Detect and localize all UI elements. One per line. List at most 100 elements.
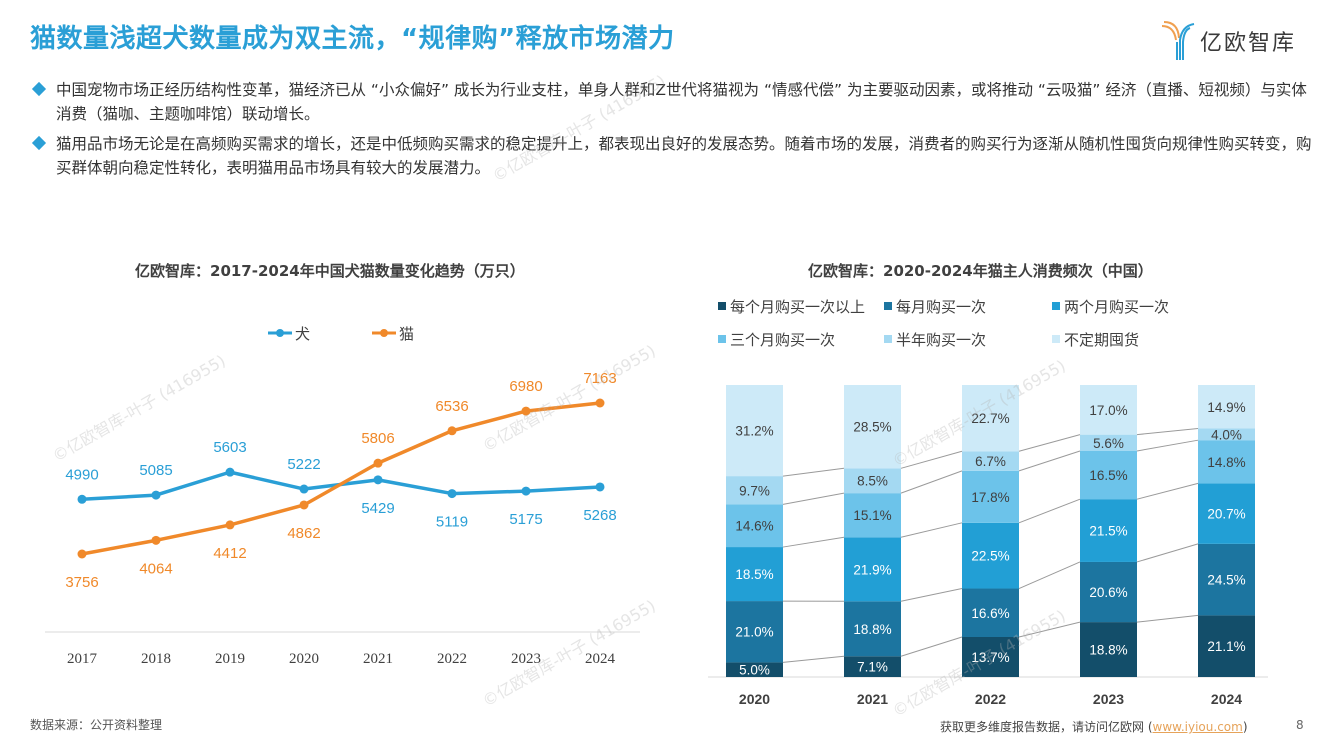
legend-label: 猫 bbox=[399, 326, 414, 343]
legend-item: 不定期囤货 bbox=[1052, 332, 1139, 349]
page-title: 猫数量浅超犬数量成为双主流，“规律购”释放市场潜力 bbox=[30, 24, 675, 54]
legend-label: 不定期囤货 bbox=[1064, 332, 1139, 349]
bar-data-label: 15.1% bbox=[853, 508, 891, 523]
bar-data-label: 8.5% bbox=[857, 474, 888, 489]
bar-data-label: 22.5% bbox=[971, 549, 1009, 564]
bar-segment bbox=[962, 385, 1019, 452]
footer-text: 获取更多维度报告数据，请访问亿欧网 ( bbox=[940, 720, 1153, 734]
dog-data-point bbox=[521, 486, 531, 496]
bar-segment bbox=[844, 385, 901, 469]
bar-segment bbox=[1198, 428, 1255, 441]
x-tick-label: 2024 bbox=[1211, 691, 1242, 707]
x-tick-label: 2017 bbox=[67, 651, 98, 667]
legend-swatch-marker bbox=[276, 329, 284, 337]
bar-data-label: 6.7% bbox=[975, 454, 1006, 469]
connector-line bbox=[1018, 450, 1081, 472]
connector-line bbox=[900, 588, 963, 602]
bar-data-label: 7.1% bbox=[857, 660, 888, 675]
chart-legend: 犬猫 bbox=[268, 326, 414, 343]
legend-item: 三个月购买一次 bbox=[718, 332, 835, 349]
connector-line bbox=[1018, 561, 1081, 589]
bar-data-label: 20.7% bbox=[1207, 507, 1245, 522]
cat-data-label: 6980 bbox=[509, 378, 542, 395]
bar-segment bbox=[1080, 622, 1137, 677]
legend-swatch bbox=[718, 335, 726, 343]
connector-line bbox=[782, 467, 845, 477]
x-tick-label: 2022 bbox=[975, 691, 1006, 707]
dog-data-label: 5119 bbox=[436, 514, 468, 531]
footer-close: ) bbox=[1242, 720, 1248, 734]
diamond-bullet-icon bbox=[31, 135, 47, 151]
x-tick-label: 2022 bbox=[437, 651, 467, 667]
x-tick-label: 2023 bbox=[1093, 691, 1124, 707]
bar-data-label: 24.5% bbox=[1207, 573, 1245, 588]
dog-data-label: 5175 bbox=[509, 511, 542, 528]
bar-data-label: 21.5% bbox=[1089, 524, 1127, 539]
legend-label: 三个月购买一次 bbox=[730, 332, 835, 349]
x-tick-label: 2023 bbox=[511, 651, 541, 667]
x-tick-label: 2020 bbox=[739, 691, 770, 707]
bar-segment bbox=[1080, 434, 1137, 451]
legend-label: 每月购买一次 bbox=[896, 299, 986, 316]
bar-segment bbox=[844, 656, 901, 677]
cat-data-point bbox=[521, 406, 531, 416]
x-tick-label: 2021 bbox=[363, 651, 393, 667]
bar-segment bbox=[844, 468, 901, 494]
x-tick-label: 2020 bbox=[289, 651, 319, 667]
x-tick-label: 2019 bbox=[215, 651, 245, 667]
data-source: 数据来源：公开资料整理 bbox=[30, 718, 163, 732]
legend-swatch bbox=[884, 335, 892, 343]
diamond-bullet-icon bbox=[31, 81, 47, 97]
bar-segment bbox=[844, 493, 901, 538]
cat-data-label: 6536 bbox=[435, 398, 468, 415]
bar-data-label: 17.0% bbox=[1089, 403, 1127, 418]
footer-link[interactable]: www.iyiou.com bbox=[1152, 720, 1243, 734]
footer-note: 获取更多维度报告数据，请访问亿欧网 (www.iyiou.com) bbox=[940, 718, 1248, 735]
connector-line bbox=[900, 470, 963, 494]
legend-item-dog: 犬 bbox=[268, 326, 310, 343]
x-tick-label: 2021 bbox=[857, 691, 888, 707]
cat-data-label: 4412 bbox=[213, 545, 246, 562]
bar-segment bbox=[1198, 385, 1255, 429]
connector-line bbox=[1136, 614, 1199, 623]
legend-item: 每月购买一次 bbox=[884, 299, 986, 316]
legend-label: 犬 bbox=[295, 326, 310, 343]
dog-data-label: 4990 bbox=[65, 466, 98, 483]
dog-data-point bbox=[447, 489, 457, 499]
legend-swatch bbox=[1052, 302, 1060, 310]
bar-segment bbox=[1198, 440, 1255, 484]
cat-data-point bbox=[225, 520, 235, 530]
bar-segment bbox=[1080, 450, 1137, 500]
bar-data-label: 13.7% bbox=[971, 650, 1009, 665]
bar-segment bbox=[844, 601, 901, 657]
bar-data-label: 18.5% bbox=[735, 567, 773, 582]
cat-data-label: 4862 bbox=[287, 525, 320, 542]
bullet-text: 猫用品市场无论是在高频购买需求的增长，还是中低频购买需求的稳定提升上，都表现出良… bbox=[56, 135, 1312, 177]
bullet-item: 中国宠物市场正经历结构性变革，猫经济已从 “小众偏好” 成长为行业支柱，单身人群… bbox=[31, 78, 1312, 126]
legend-item: 半年购买一次 bbox=[884, 332, 986, 349]
bar-segment bbox=[962, 470, 1019, 523]
cat-data-point bbox=[151, 535, 161, 545]
connector-line bbox=[1018, 621, 1081, 638]
bar-segment bbox=[726, 385, 783, 477]
legend-item: 两个月购买一次 bbox=[1052, 299, 1169, 316]
connector-line bbox=[782, 655, 845, 663]
dog-data-label: 5603 bbox=[213, 439, 246, 456]
legend-swatch-marker bbox=[380, 329, 388, 337]
dog-data-point bbox=[373, 475, 383, 485]
connector-line bbox=[1136, 428, 1199, 436]
summary-bullets: 中国宠物市场正经历结构性变革，猫经济已从 “小众偏好” 成长为行业支柱，单身人群… bbox=[31, 78, 1312, 186]
connector-line bbox=[1018, 498, 1081, 524]
bar-segment bbox=[1198, 483, 1255, 544]
bar-segment bbox=[962, 451, 1019, 471]
bar-data-label: 20.6% bbox=[1089, 585, 1127, 600]
x-tick-label: 2024 bbox=[585, 651, 616, 667]
bar-segment bbox=[844, 537, 901, 602]
bar-data-label: 22.7% bbox=[971, 411, 1009, 426]
bar-data-label: 14.9% bbox=[1207, 400, 1245, 415]
bar-data-label: 4.0% bbox=[1211, 427, 1242, 442]
bullet-item: 猫用品市场无论是在高频购买需求的增长，还是中低频购买需求的稳定提升上，都表现出良… bbox=[31, 132, 1312, 180]
cat-data-point bbox=[373, 458, 383, 468]
connector-line bbox=[1136, 439, 1199, 452]
bar-data-label: 21.9% bbox=[853, 562, 891, 577]
